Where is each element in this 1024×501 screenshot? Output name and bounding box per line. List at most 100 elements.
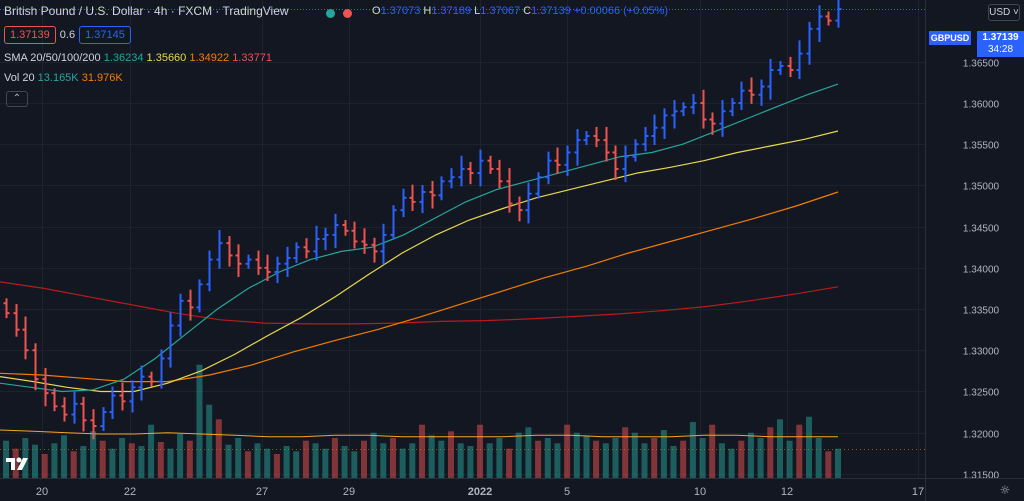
volume-bar — [767, 427, 774, 478]
volume-bar — [109, 448, 116, 478]
close-value: 1.37139 — [531, 5, 571, 17]
ohlc-bar — [622, 145, 629, 183]
sma100-line — [0, 191, 839, 383]
price-tick-label: 1.34000 — [963, 265, 1000, 276]
chevron-up-icon: ⌃ — [12, 93, 22, 104]
volume-legend[interactable]: Vol 20 13.165K 31.976K — [4, 72, 123, 84]
volume-bar — [757, 438, 764, 478]
volume-bar — [486, 443, 493, 478]
volume-bar — [273, 454, 280, 478]
ohlc-bar — [806, 21, 813, 65]
volume-bar — [148, 424, 155, 478]
volume-bar — [670, 446, 677, 478]
tradingview-logo-icon[interactable] — [4, 452, 30, 474]
volume-bar — [583, 435, 590, 478]
ohlc-bar — [177, 293, 184, 337]
ohlc-bar — [767, 58, 774, 100]
ohlc-bar — [506, 168, 513, 213]
volume-bar — [438, 440, 445, 478]
volume-bar — [660, 430, 667, 478]
volume-bar — [448, 431, 454, 478]
ohlc-bar — [22, 316, 29, 360]
volume-bar — [399, 448, 406, 478]
ohlc-bar — [109, 386, 116, 420]
ohlc-bar — [671, 100, 678, 129]
chevron-down-icon: ˅ — [1010, 7, 1019, 18]
volume-bar — [80, 446, 87, 478]
volume-bar — [206, 404, 213, 478]
ohlc-bar — [583, 131, 590, 146]
volume-bar — [322, 448, 329, 478]
ohlc-bar — [293, 242, 300, 263]
ohlc-bar — [61, 397, 68, 422]
ohlc-bar — [284, 246, 291, 277]
volume-bar — [361, 440, 367, 478]
buy-button[interactable]: 1.37145 — [79, 26, 131, 44]
time-axis[interactable]: 20 22 27 29 2022 5 10 12 17 ☼ — [0, 478, 1024, 499]
high-value: 1.37189 — [431, 5, 472, 17]
ohlc-bar — [603, 126, 610, 162]
volume-bar — [525, 427, 532, 478]
ohlc-bar — [525, 182, 532, 224]
price-tick-label: 1.33500 — [963, 306, 1000, 317]
last-price: 1.37139 — [982, 32, 1019, 43]
ohlc-bar — [216, 229, 223, 269]
ohlc-bar — [787, 56, 794, 78]
ohlc-bar — [458, 155, 465, 187]
volume-bar — [428, 435, 435, 478]
volume-bar — [835, 448, 841, 478]
volume-bar — [506, 448, 513, 478]
volume-bar — [641, 443, 648, 478]
volume-bar — [593, 440, 600, 478]
ohlc-bar — [196, 279, 203, 313]
price-tick-label: 1.35500 — [963, 141, 1000, 152]
volume-bar — [728, 448, 735, 478]
sma-legend[interactable]: SMA 20/50/100/200 1.36234 1.35660 1.3492… — [4, 52, 272, 64]
ohlc-bar — [612, 145, 619, 181]
currency-select[interactable]: USD ˅ — [988, 4, 1020, 21]
ohlc-bar — [371, 237, 378, 263]
ohlc-bar — [748, 77, 755, 104]
collapse-legend-button[interactable]: ⌃ — [6, 91, 28, 107]
ohlc-bar — [342, 220, 349, 236]
volume-bar — [157, 442, 164, 478]
market-open-icon — [326, 9, 335, 18]
ohlc-bar — [206, 250, 213, 292]
sma20-value: 1.36234 — [103, 52, 144, 64]
ohlc-bar — [487, 155, 494, 174]
volume-bar — [225, 444, 232, 478]
open-value: 1.37073 — [380, 5, 421, 17]
volume-bar — [738, 440, 745, 478]
ohlc-bar — [651, 114, 658, 146]
sell-button[interactable]: 1.37139 — [4, 26, 56, 44]
sma50-line — [0, 130, 839, 393]
time-tick-label: 5 — [564, 486, 570, 498]
volume-bar — [167, 448, 174, 478]
ohlc-bar — [690, 93, 697, 115]
ohlc-bar — [467, 161, 474, 185]
chart-title: British Pound / U.S. Dollar · 4h · FXCM … — [4, 4, 289, 18]
ohlc-bar — [264, 254, 271, 282]
price-tick-label: 1.34500 — [963, 224, 1000, 235]
low-value: 1.37067 — [480, 5, 521, 17]
ohlc-bar — [545, 151, 552, 185]
volume-bar — [747, 432, 754, 478]
sma100-value: 1.34922 — [189, 52, 230, 64]
ohlc-bar — [3, 298, 10, 319]
ohlc-bar — [42, 367, 49, 407]
price-tick-label: 1.32000 — [963, 430, 1000, 441]
ohlc-bar — [119, 382, 126, 411]
ohlc-bar — [167, 312, 174, 368]
volume-bar — [554, 443, 561, 478]
sma50-value: 1.35660 — [146, 52, 187, 64]
price-tick-label: 1.33000 — [963, 347, 1000, 358]
volume-bar — [32, 444, 38, 478]
price-axis[interactable]: 1.36500 1.36000 1.35500 1.35000 1.34500 1.340… — [925, 0, 1000, 501]
volume-bar — [515, 432, 522, 478]
volume-bar — [786, 440, 793, 478]
ohlc-bar — [361, 228, 368, 254]
volume-bar — [90, 431, 97, 478]
volume-bar — [351, 451, 358, 478]
ohlc-bar — [816, 5, 823, 43]
